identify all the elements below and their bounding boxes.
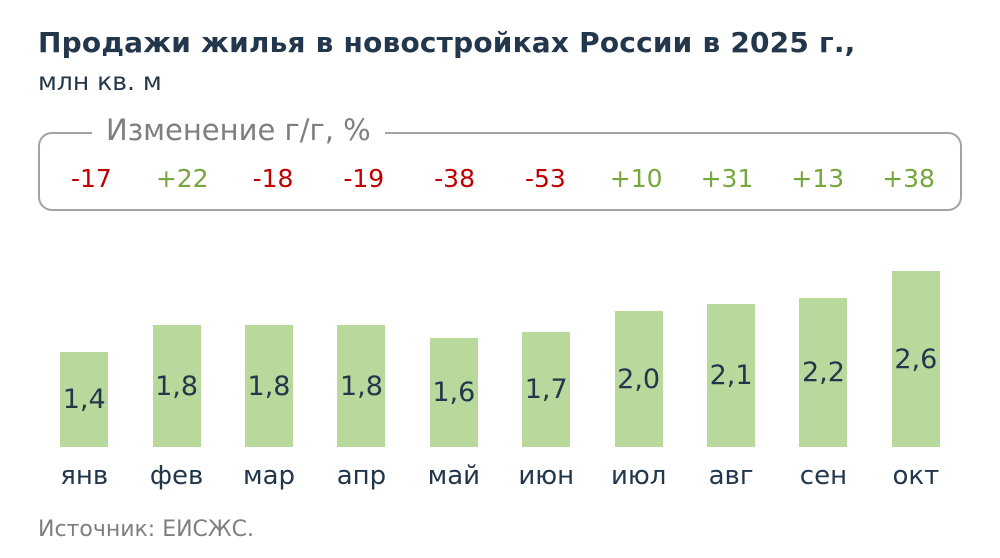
yoy-change-panel: Изменение г/г, % -17 +22 -18 -19 -38 -53 +10 +3… bbox=[38, 113, 962, 211]
month-label: апр bbox=[336, 461, 387, 491]
source-note: Источник: ЕИСЖС. bbox=[38, 517, 254, 542]
month-label: янв bbox=[60, 461, 109, 491]
bar-column: 2,6 bbox=[870, 257, 962, 447]
bar-value-label: 1,8 bbox=[339, 370, 383, 402]
change-value: +22 bbox=[155, 164, 209, 193]
chart-units-subtitle: млн кв. м bbox=[38, 67, 162, 96]
month-label: июл bbox=[610, 461, 667, 491]
bar-value-label: 2,2 bbox=[801, 357, 845, 388]
change-value: +31 bbox=[700, 164, 754, 193]
month-label: окт bbox=[892, 461, 940, 491]
bar-value-label: 1,6 bbox=[432, 377, 476, 408]
bar: 2,2 bbox=[799, 298, 848, 447]
change-value: +10 bbox=[609, 164, 663, 193]
change-value: +13 bbox=[791, 164, 845, 193]
month-label: авг bbox=[708, 461, 754, 491]
bar-value-label: 2,6 bbox=[894, 343, 938, 375]
change-value: -17 bbox=[70, 164, 112, 193]
yoy-change-values: -17 +22 -18 -19 -38 -53 +10 +31 +13 +38 bbox=[46, 164, 954, 193]
change-value: -53 bbox=[524, 164, 566, 193]
page-title: Продажи жилья в новостройках России в 20… bbox=[38, 26, 856, 59]
yoy-change-panel-label: Изменение г/г, % bbox=[92, 113, 385, 147]
bar: 2,0 bbox=[614, 311, 663, 447]
bar-column: 1,8 bbox=[223, 257, 315, 447]
bar-value-label: 1,8 bbox=[247, 370, 291, 402]
bar-value-label: 1,4 bbox=[62, 384, 106, 415]
month-label: фев bbox=[149, 461, 204, 491]
bar-column: 2,0 bbox=[592, 257, 684, 447]
bar-value-label: 2,1 bbox=[709, 360, 753, 391]
month-labels: янв фев мар апр май июн июл авг сен окт bbox=[38, 461, 962, 491]
bar: 1,7 bbox=[522, 332, 571, 447]
bar: 1,4 bbox=[60, 352, 109, 447]
bar-column: 1,7 bbox=[500, 257, 592, 447]
bar: 2,1 bbox=[707, 304, 756, 447]
bar-column: 1,8 bbox=[315, 257, 407, 447]
month-label: мар bbox=[242, 461, 296, 491]
month-label: июн bbox=[518, 461, 575, 491]
bar: 1,8 bbox=[337, 325, 386, 447]
change-value: +38 bbox=[882, 164, 935, 193]
change-value: -38 bbox=[434, 164, 475, 193]
change-value: -19 bbox=[343, 164, 385, 193]
bar-chart: 1,4 1,8 1,8 1,8 1,6 1,7 2,0 2,1 2,2 2,6 bbox=[38, 257, 962, 447]
month-label: сен bbox=[799, 461, 848, 491]
month-label: май bbox=[427, 461, 481, 491]
bar: 1,8 bbox=[245, 325, 294, 447]
bar: 1,6 bbox=[429, 338, 478, 447]
bar: 2,6 bbox=[891, 271, 940, 447]
bar-column: 2,2 bbox=[777, 257, 869, 447]
bar-value-label: 2,0 bbox=[617, 363, 661, 395]
bar-column: 1,6 bbox=[408, 257, 500, 447]
bar-column: 1,8 bbox=[130, 257, 222, 447]
bar-column: 2,1 bbox=[685, 257, 777, 447]
bar-value-label: 1,7 bbox=[524, 374, 568, 405]
bar-column: 1,4 bbox=[38, 257, 130, 447]
bar-value-label: 1,8 bbox=[155, 370, 199, 402]
bar: 1,8 bbox=[152, 325, 201, 447]
change-value: -18 bbox=[252, 164, 294, 193]
